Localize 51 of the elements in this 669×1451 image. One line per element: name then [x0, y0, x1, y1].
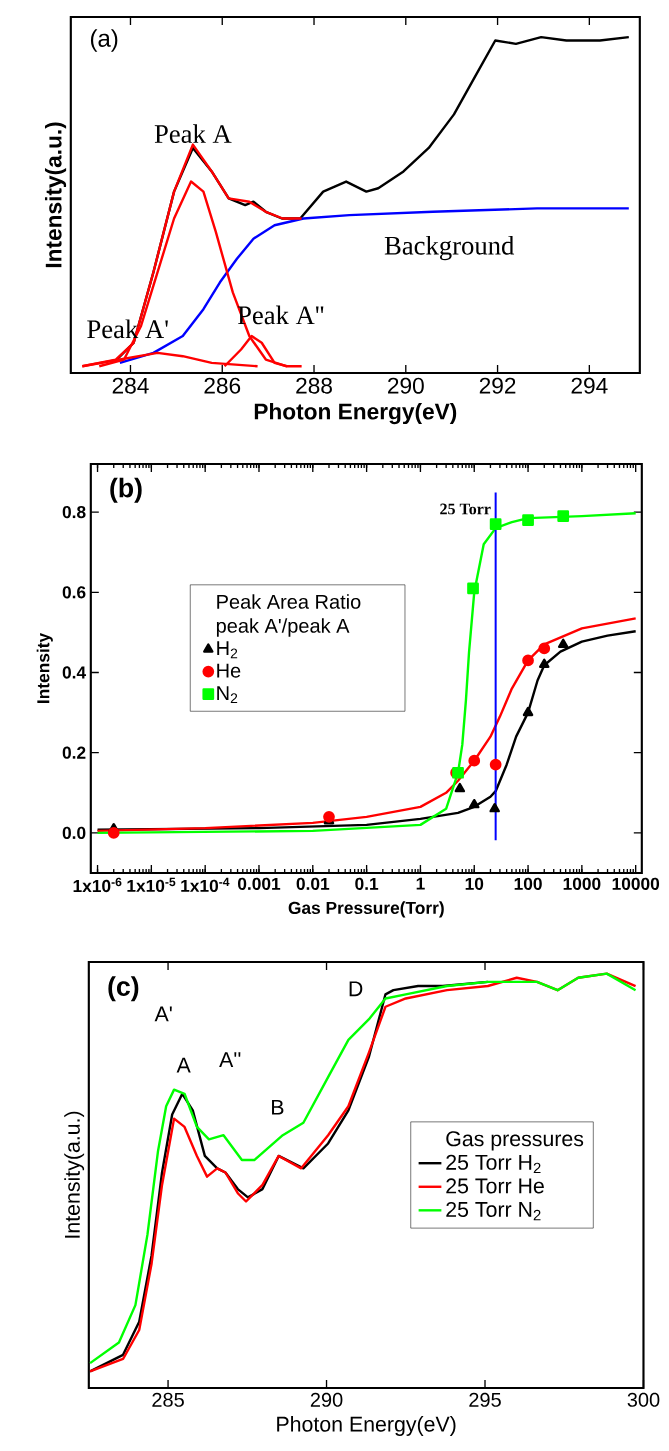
x-tick-label: 1 — [416, 877, 425, 890]
annotation: (b) — [110, 477, 142, 503]
annotation: Background — [384, 235, 515, 261]
x-axis-title: Photon Energy(eV) — [254, 402, 457, 425]
x-tick-label: 288 — [296, 377, 333, 394]
x-tick-label: 0.01 — [296, 877, 330, 890]
legend-label: 25 Torr H$_{2}$ — [446, 1154, 541, 1174]
annotation: A'' — [219, 1052, 241, 1067]
y-tick-label: 0.4 — [62, 666, 87, 679]
x-tick-label: 10000 — [612, 877, 660, 890]
legend-label: H$_{2}$ — [217, 641, 238, 659]
annotation: A — [176, 1057, 191, 1073]
x-tick-label: 286 — [204, 377, 241, 394]
annotation: B — [272, 1099, 284, 1115]
x-tick-label: 1x10$^{-6}$ — [73, 877, 122, 893]
x-tick-label: 294 — [571, 377, 608, 394]
x-tick-label: 295 — [469, 1392, 501, 1407]
legend-label: He — [217, 663, 241, 678]
y-tick-label: 0.6 — [62, 586, 86, 599]
y-tick-label: 0.8 — [62, 505, 86, 519]
annotation: (c) — [108, 976, 139, 1002]
x-tick-label: 284 — [112, 377, 149, 394]
x-tick-label: 1x10$^{-4}$ — [181, 877, 230, 893]
y-axis-title: Intensity — [36, 632, 53, 703]
x-tick-label: 100 — [514, 877, 542, 890]
x-tick-label: 0.1 — [355, 877, 379, 890]
x-tick-label: 10 — [465, 877, 484, 890]
annotation: A' — [154, 1006, 172, 1022]
x-tick-label: 290 — [310, 1392, 343, 1407]
y-axis-title: Intensity(a.u.) — [45, 122, 67, 268]
x-tick-label: 300 — [627, 1392, 660, 1407]
ref-line-label: 25 Torr — [440, 503, 491, 515]
y-tick-label: 0.0 — [62, 826, 86, 840]
legend-title: Peak Area Ratio peak A'/peak A — [217, 594, 361, 637]
x-tick-label: 0.001 — [238, 877, 281, 890]
legend-label: 25 Torr He — [446, 1178, 544, 1194]
annotation: Peak A — [154, 124, 232, 143]
x-axis-title: Photon Energy(eV) — [277, 1416, 456, 1436]
x-tick-label: 285 — [152, 1392, 184, 1407]
annotation: (a) — [91, 29, 118, 52]
legend-label: 25 Torr N$_{2}$ — [446, 1201, 541, 1221]
annotation: D — [349, 981, 363, 997]
legend-label: N$_{2}$ — [217, 686, 238, 704]
legend-title: Gas pressures — [446, 1131, 584, 1151]
x-tick-label: 290 — [388, 377, 424, 394]
x-tick-label: 292 — [479, 377, 516, 394]
x-tick-label: 1000 — [563, 877, 601, 890]
x-axis-title: Gas Pressure(Torr) — [288, 901, 444, 918]
y-tick-label: 0.2 — [62, 746, 86, 759]
x-tick-label: 1x10$^{-5}$ — [127, 877, 176, 893]
y-axis-title: Intensity(a.u.) — [64, 1111, 85, 1238]
